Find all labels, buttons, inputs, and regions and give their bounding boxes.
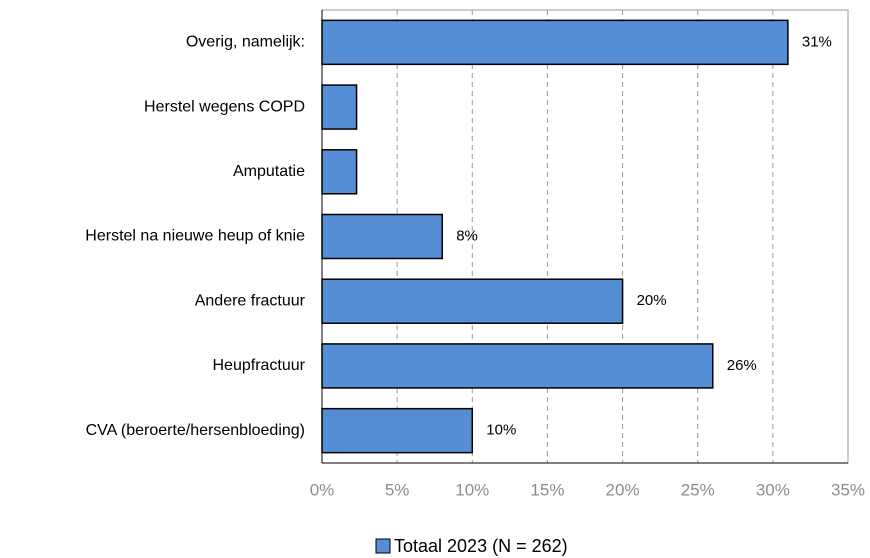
bar <box>321 278 624 324</box>
bar <box>321 407 474 454</box>
bar <box>321 149 358 195</box>
y-tick-label: Amputatie <box>233 163 305 180</box>
y-tick-label: Heupfractuur <box>213 357 306 374</box>
x-tick-label: 0% <box>310 480 335 499</box>
data-label: 10% <box>486 422 516 439</box>
bar <box>321 343 714 389</box>
data-label: 26% <box>727 357 757 374</box>
bar <box>321 213 443 260</box>
x-tick-label: 20% <box>606 480 640 499</box>
x-tick-label: 35% <box>831 480 865 499</box>
bar <box>321 19 789 66</box>
y-tick-label: Overig, namelijk: <box>186 34 305 51</box>
data-label: 8% <box>456 227 478 244</box>
legend-swatch <box>375 538 391 554</box>
y-tick-label: Andere fractuur <box>195 292 306 309</box>
legend-label: Totaal 2023 (N = 262) <box>394 536 568 556</box>
y-tick-label: Herstel wegens COPD <box>144 98 305 115</box>
x-tick-label: 25% <box>681 480 715 499</box>
x-tick-label: 15% <box>530 480 564 499</box>
x-tick-label: 10% <box>455 480 489 499</box>
bar <box>321 84 358 130</box>
y-tick-label: Herstel na nieuwe heup of knie <box>85 228 305 245</box>
x-tick-label: 5% <box>385 480 410 499</box>
data-label: 31% <box>802 33 832 50</box>
data-label: 20% <box>637 292 667 309</box>
x-tick-label: 30% <box>756 480 790 499</box>
y-tick-label: CVA (beroerte/hersenbloeding) <box>86 422 305 439</box>
